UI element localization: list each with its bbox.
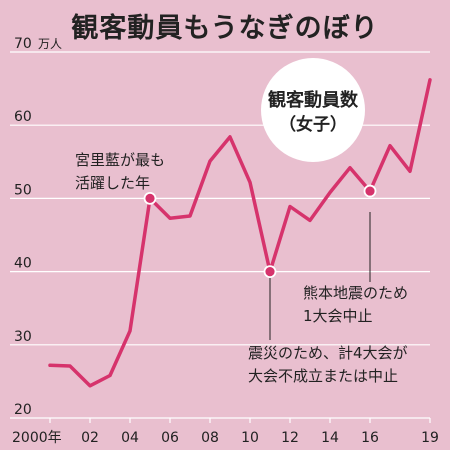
annotation-text: 大会不成立または中止 (248, 367, 398, 385)
x-tick-label: 16 (361, 430, 379, 446)
y-tick-label: 40 (14, 256, 32, 272)
y-tick-label: 20 (14, 402, 32, 418)
annotation-text: 活躍した年 (75, 174, 150, 192)
x-tick-label: 06 (161, 430, 179, 446)
y-tick-label: 60 (14, 109, 32, 125)
x-tick-label: 04 (121, 430, 139, 446)
y-tick-label: 30 (14, 329, 32, 345)
y-tick-label: 70 (14, 36, 32, 52)
annotation-marker (363, 184, 377, 198)
legend-bubble (261, 58, 365, 162)
annotation-text: 1大会中止 (303, 307, 373, 325)
x-tick-label: 02 (81, 430, 99, 446)
legend-sublabel: （女子） (279, 114, 347, 135)
x-tick-label: 10 (241, 430, 259, 446)
x-tick-label: 2000年 (12, 430, 62, 446)
x-tick-label: 19 (421, 430, 439, 446)
x-tick-label: 08 (201, 430, 219, 446)
x-tick-label: 14 (321, 430, 339, 446)
annotation-text: 震災のため、計4大会が (248, 344, 408, 362)
y-unit-label: 万人 (38, 37, 62, 51)
y-tick-label: 50 (14, 182, 32, 198)
annotation-marker (143, 191, 157, 205)
annotation-text: 熊本地震のため (303, 284, 408, 302)
annotation-text: 宮里藍が最も (75, 151, 165, 169)
legend-label: 観客動員数 (268, 89, 359, 111)
chart-title: 観客動員もうなぎのぼり (71, 13, 379, 44)
annotation-marker (263, 265, 277, 279)
x-tick-label: 12 (281, 430, 299, 446)
